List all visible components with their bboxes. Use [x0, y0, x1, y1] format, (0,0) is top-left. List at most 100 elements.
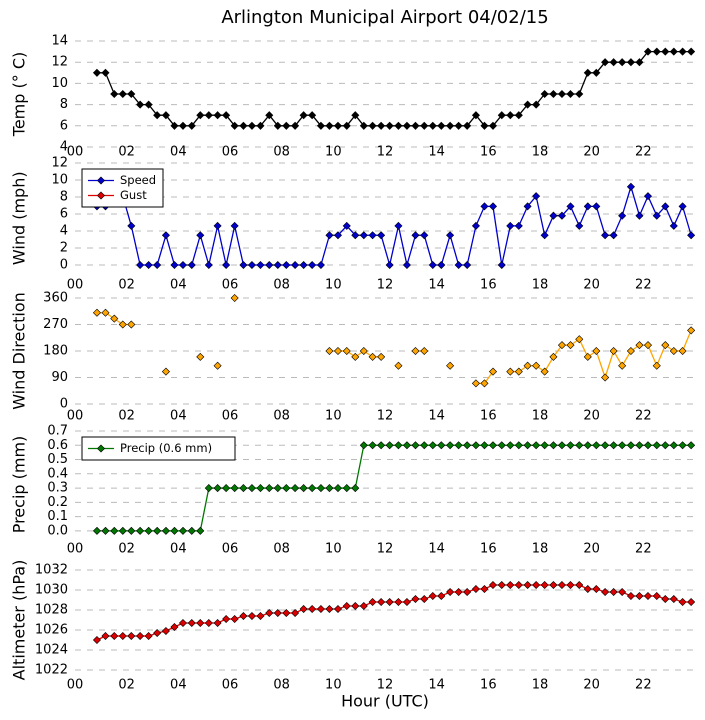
data-point — [497, 111, 506, 120]
data-point — [196, 526, 205, 535]
data-point — [678, 346, 687, 356]
data-point — [291, 121, 300, 130]
y-tick-label: 12 — [51, 55, 68, 70]
y-tick-label: 1022 — [35, 663, 68, 678]
data-point — [213, 361, 222, 370]
data-point — [643, 47, 653, 56]
y-axis-label: Wind (mph) — [10, 171, 29, 265]
data-point — [394, 597, 403, 607]
x-tick-label: 20 — [583, 145, 600, 160]
data-point — [532, 192, 541, 201]
data-point — [678, 441, 687, 450]
data-point — [308, 604, 317, 614]
data-point — [239, 484, 248, 493]
data-point — [351, 484, 360, 493]
data-point — [153, 628, 162, 638]
data-point — [540, 367, 549, 376]
data-point — [592, 68, 601, 77]
data-point — [333, 231, 343, 240]
data-point — [549, 211, 558, 220]
data-point — [601, 373, 610, 382]
y-tick-label: 2 — [60, 241, 68, 256]
data-point — [222, 260, 231, 270]
y-tick-label: 0.3 — [47, 481, 68, 496]
data-point — [230, 221, 239, 230]
data-point — [532, 580, 541, 590]
data-point — [540, 441, 549, 450]
data-point — [213, 484, 222, 493]
data-point — [291, 608, 300, 618]
data-point — [170, 526, 179, 535]
data-point — [265, 608, 274, 618]
y-tick-label: 0.6 — [47, 438, 68, 453]
data-point — [488, 580, 498, 590]
y-tick-label: 90 — [51, 370, 68, 385]
data-point — [325, 121, 334, 130]
legend: Precip (0.6 mm) — [81, 436, 236, 461]
data-point — [566, 341, 575, 350]
data-point — [488, 367, 498, 376]
data-point — [247, 484, 256, 493]
data-point — [437, 591, 446, 601]
y-tick-label: 6 — [60, 207, 68, 222]
y-tick-label: 12 — [51, 156, 68, 171]
data-point — [230, 121, 239, 130]
data-point — [101, 526, 110, 535]
data-point — [178, 121, 188, 130]
x-tick-label: 20 — [583, 409, 600, 424]
data-point — [669, 594, 678, 604]
data-point — [333, 604, 343, 614]
data-point — [170, 121, 179, 130]
data-point — [187, 260, 196, 270]
data-point — [626, 182, 635, 191]
data-point — [385, 441, 394, 450]
data-point — [377, 441, 386, 450]
data-point — [282, 121, 291, 130]
data-point — [402, 260, 411, 270]
data-point — [420, 121, 429, 130]
data-point — [394, 441, 403, 450]
data-point — [161, 626, 170, 636]
data-point — [506, 111, 515, 120]
data-point — [282, 608, 291, 618]
data-point — [514, 221, 523, 230]
legend-label: Gust — [120, 188, 147, 202]
data-point — [471, 111, 480, 120]
y-tick-label: 0.1 — [47, 509, 68, 524]
y-tick-label: 0 — [60, 397, 68, 412]
data-point — [420, 346, 429, 356]
data-line — [96, 584, 692, 641]
data-point — [480, 202, 489, 211]
data-point — [557, 89, 566, 99]
data-point — [394, 361, 403, 370]
data-point — [342, 221, 351, 230]
data-point — [454, 441, 463, 450]
data-point — [411, 346, 420, 356]
data-point — [256, 484, 265, 493]
x-tick-label: 00 — [67, 145, 84, 160]
data-point — [601, 231, 610, 240]
x-tick-label: 10 — [325, 542, 342, 557]
data-point — [454, 587, 463, 597]
data-point — [575, 441, 584, 450]
data-point — [247, 611, 256, 621]
data-point — [351, 111, 360, 120]
data-point — [351, 601, 360, 611]
data-point — [618, 441, 627, 450]
data-point — [635, 211, 644, 220]
data-point — [127, 320, 136, 329]
data-point — [351, 352, 360, 361]
data-point — [247, 260, 256, 270]
data-point — [446, 441, 455, 450]
data-point — [566, 202, 575, 211]
data-point — [575, 89, 584, 99]
data-point — [291, 484, 300, 493]
data-point — [377, 121, 386, 130]
data-point — [601, 58, 610, 67]
y-tick-label: 1026 — [35, 623, 68, 638]
data-point — [222, 111, 231, 120]
x-tick-label: 22 — [635, 542, 652, 557]
data-point — [273, 484, 282, 493]
y-axis-label: Wind Direction — [10, 292, 29, 410]
data-point — [514, 367, 523, 376]
